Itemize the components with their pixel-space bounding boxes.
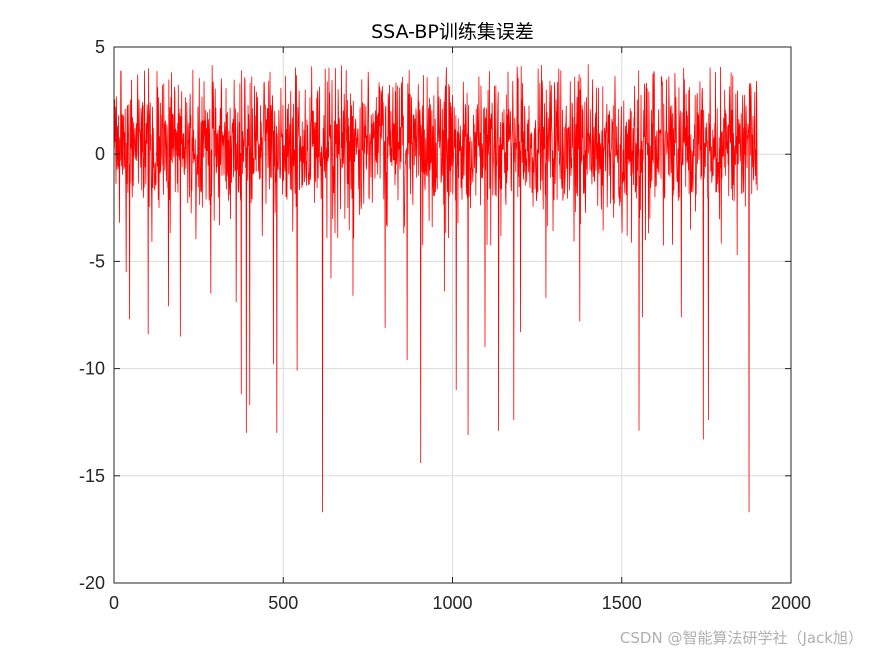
error-series [114, 64, 758, 513]
y-tick-label: -20 [79, 573, 105, 593]
y-axis-ticks: 5 0 -5 -10 -15 -20 [79, 37, 791, 593]
y-tick-label: 5 [95, 37, 105, 57]
x-tick-label: 500 [268, 593, 298, 613]
x-tick-label: 1500 [602, 593, 642, 613]
x-axis-ticks: 0 500 1000 1500 2000 [109, 47, 811, 613]
chart-title: SSA-BP训练集误差 [371, 21, 534, 43]
x-tick-label: 0 [109, 593, 119, 613]
y-tick-label: -10 [79, 359, 105, 379]
watermark: CSDN @智能算法研学社（Jack旭） [619, 629, 863, 647]
y-tick-label: -5 [89, 251, 105, 271]
error-line [114, 64, 758, 513]
y-tick-label: 0 [95, 144, 105, 164]
x-tick-label: 2000 [771, 593, 811, 613]
y-tick-label: -15 [79, 466, 105, 486]
x-tick-label: 1000 [432, 593, 472, 613]
